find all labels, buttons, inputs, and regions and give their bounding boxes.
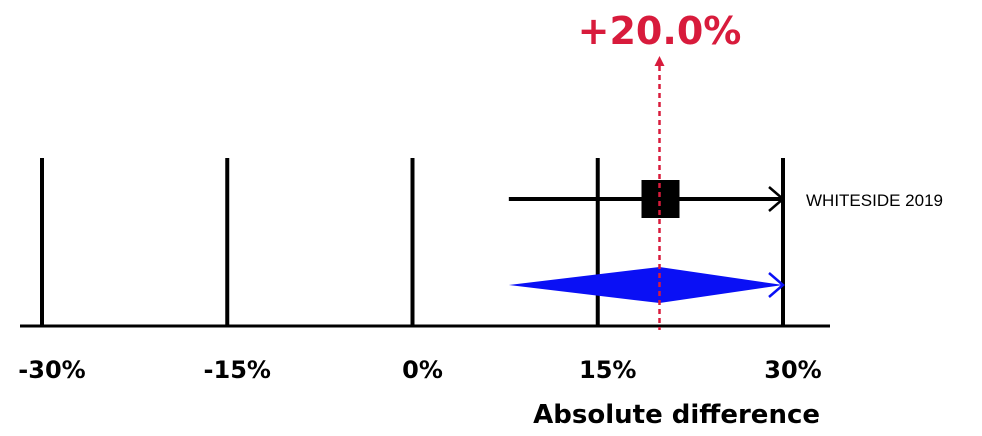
study-label: WHITESIDE 2019 xyxy=(806,191,943,210)
x-tick-label: -30% xyxy=(18,356,85,384)
x-tick-label: 15% xyxy=(579,356,636,384)
x-tick-labels: -30% -15% 0% 15% 30% xyxy=(18,356,821,384)
pooled-estimate xyxy=(508,267,785,303)
pooled-effect-arrowhead xyxy=(654,56,665,66)
x-tick-label: 0% xyxy=(402,356,443,384)
pooled-diamond-arrow xyxy=(768,272,785,298)
x-tick-label: 30% xyxy=(764,356,821,384)
pooled-diamond xyxy=(508,267,783,303)
study-rows: WHITESIDE 2019 xyxy=(508,180,943,218)
pooled-effect-label: +20.0% xyxy=(578,9,742,53)
x-tick-label: -15% xyxy=(204,356,271,384)
x-axis-title: Absolute difference xyxy=(533,400,820,430)
gridlines xyxy=(40,158,785,326)
study-ci-arrow xyxy=(768,186,785,212)
